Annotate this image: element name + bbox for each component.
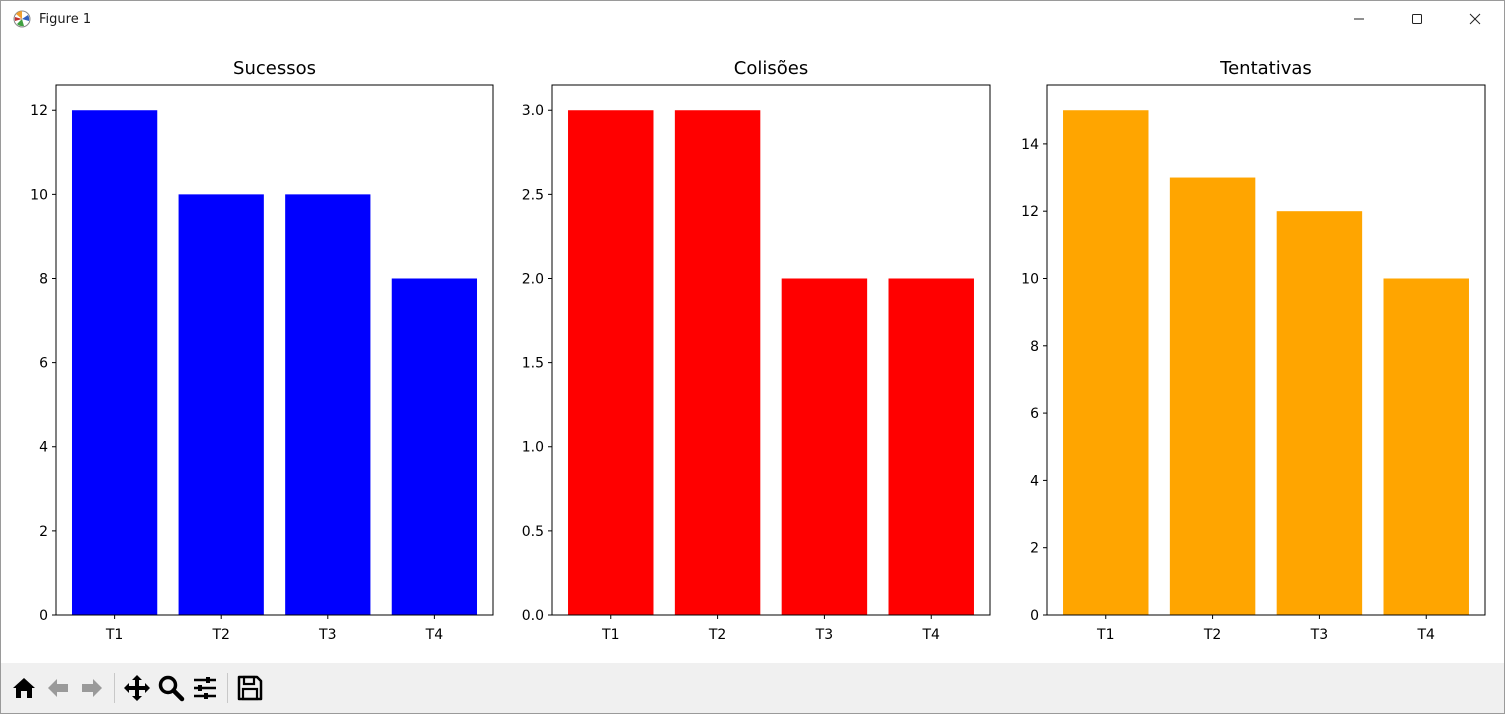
charts-svg: Sucessos 0 2 4 6 8 10 12 T1 T2 T3 T4 Colisões 0.0 0.5 1… (30, 58, 1486, 643)
save-button[interactable] (233, 671, 267, 705)
y-tick-label: 2.5 (522, 187, 544, 203)
toolbar-separator (227, 673, 228, 703)
minimize-button[interactable] (1330, 1, 1388, 37)
pan-button[interactable] (120, 671, 154, 705)
axes-frame (551, 84, 991, 616)
y-tick-label: 0 (1030, 608, 1039, 624)
y-tick-label: 10 (30, 187, 48, 203)
x-tick-label: T2 (1203, 627, 1221, 643)
bar-t1 (1063, 110, 1149, 615)
y-tick-label: 0.5 (522, 524, 544, 540)
pan-icon (124, 675, 150, 701)
y-tick-label: 4 (39, 440, 48, 456)
zoom-icon (158, 675, 185, 702)
y-tick-label: 2 (39, 524, 48, 540)
x-tick-label: T3 (815, 627, 833, 643)
bar-t4 (1383, 278, 1469, 615)
configure-subplots-icon (194, 677, 216, 699)
back-arrow-icon (48, 679, 68, 697)
axes-frame (55, 84, 494, 616)
home-button[interactable] (7, 671, 41, 705)
maximize-button[interactable] (1388, 1, 1446, 37)
title-bar[interactable]: Figure 1 (1, 1, 1504, 37)
y-tick-label: 2 (1030, 541, 1039, 557)
y-tick-label: 4 (1030, 473, 1039, 489)
x-tick-label: T1 (601, 627, 619, 643)
y-tick-label: 1.0 (522, 440, 544, 456)
bar-t2 (1169, 177, 1256, 616)
y-tick-label: 6 (39, 356, 48, 372)
bar-t1 (568, 110, 654, 615)
y-tick-label: 1.5 (522, 356, 544, 372)
chart-title: Colisões (734, 58, 808, 79)
close-button[interactable] (1446, 1, 1504, 37)
y-tick-label: 3.0 (522, 103, 544, 119)
forward-button[interactable] (75, 671, 109, 705)
bar-t4 (391, 278, 478, 615)
bar-t3 (1276, 211, 1363, 615)
y-tick-label: 2.0 (522, 271, 544, 287)
zoom-button[interactable] (154, 671, 188, 705)
y-tick-label: 8 (1030, 339, 1039, 355)
x-tick-label: T1 (1096, 627, 1114, 643)
y-tick-label: 8 (39, 271, 48, 287)
configure-subplots-button[interactable] (188, 671, 222, 705)
chart-title: Tentativas (1219, 58, 1312, 79)
x-tick-label: T4 (425, 627, 444, 643)
window-title: Figure 1 (39, 11, 92, 27)
y-tick-label: 14 (1021, 137, 1039, 153)
bar-t2 (674, 110, 761, 615)
save-icon (237, 675, 263, 701)
x-tick-label: T3 (318, 627, 336, 643)
navigation-toolbar (1, 663, 1504, 713)
y-tick-label: 6 (1030, 406, 1039, 422)
forward-arrow-icon (82, 679, 102, 697)
x-tick-label: T4 (922, 627, 941, 643)
axes-frame (1046, 84, 1486, 616)
y-tick-label: 0 (39, 608, 48, 624)
back-button[interactable] (41, 671, 75, 705)
figure-canvas[interactable]: Sucessos 0 2 4 6 8 10 12 T1 T2 T3 T4 Colisões 0.0 0.5 1… (1, 37, 1504, 661)
home-icon (13, 678, 35, 698)
toolbar-separator (114, 673, 115, 703)
bar-t3 (285, 194, 371, 615)
x-tick-label: T1 (105, 627, 123, 643)
x-tick-label: T2 (211, 627, 229, 643)
x-tick-label: T2 (708, 627, 726, 643)
y-tick-label: 0.0 (522, 608, 544, 624)
minimize-icon (1354, 18, 1364, 20)
y-tick-label: 12 (1021, 204, 1039, 220)
x-tick-label: T4 (1417, 627, 1436, 643)
y-tick-label: 10 (1021, 271, 1039, 287)
maximize-icon (1412, 14, 1422, 24)
chart-title: Sucessos (233, 58, 316, 79)
matplotlib-icon (13, 10, 31, 28)
bar-t1 (71, 110, 158, 615)
close-icon (1469, 13, 1481, 25)
bar-t4 (888, 278, 974, 615)
y-tick-label: 12 (30, 103, 48, 119)
bar-t3 (781, 278, 868, 615)
x-tick-label: T3 (1310, 627, 1328, 643)
bar-t2 (178, 194, 264, 615)
